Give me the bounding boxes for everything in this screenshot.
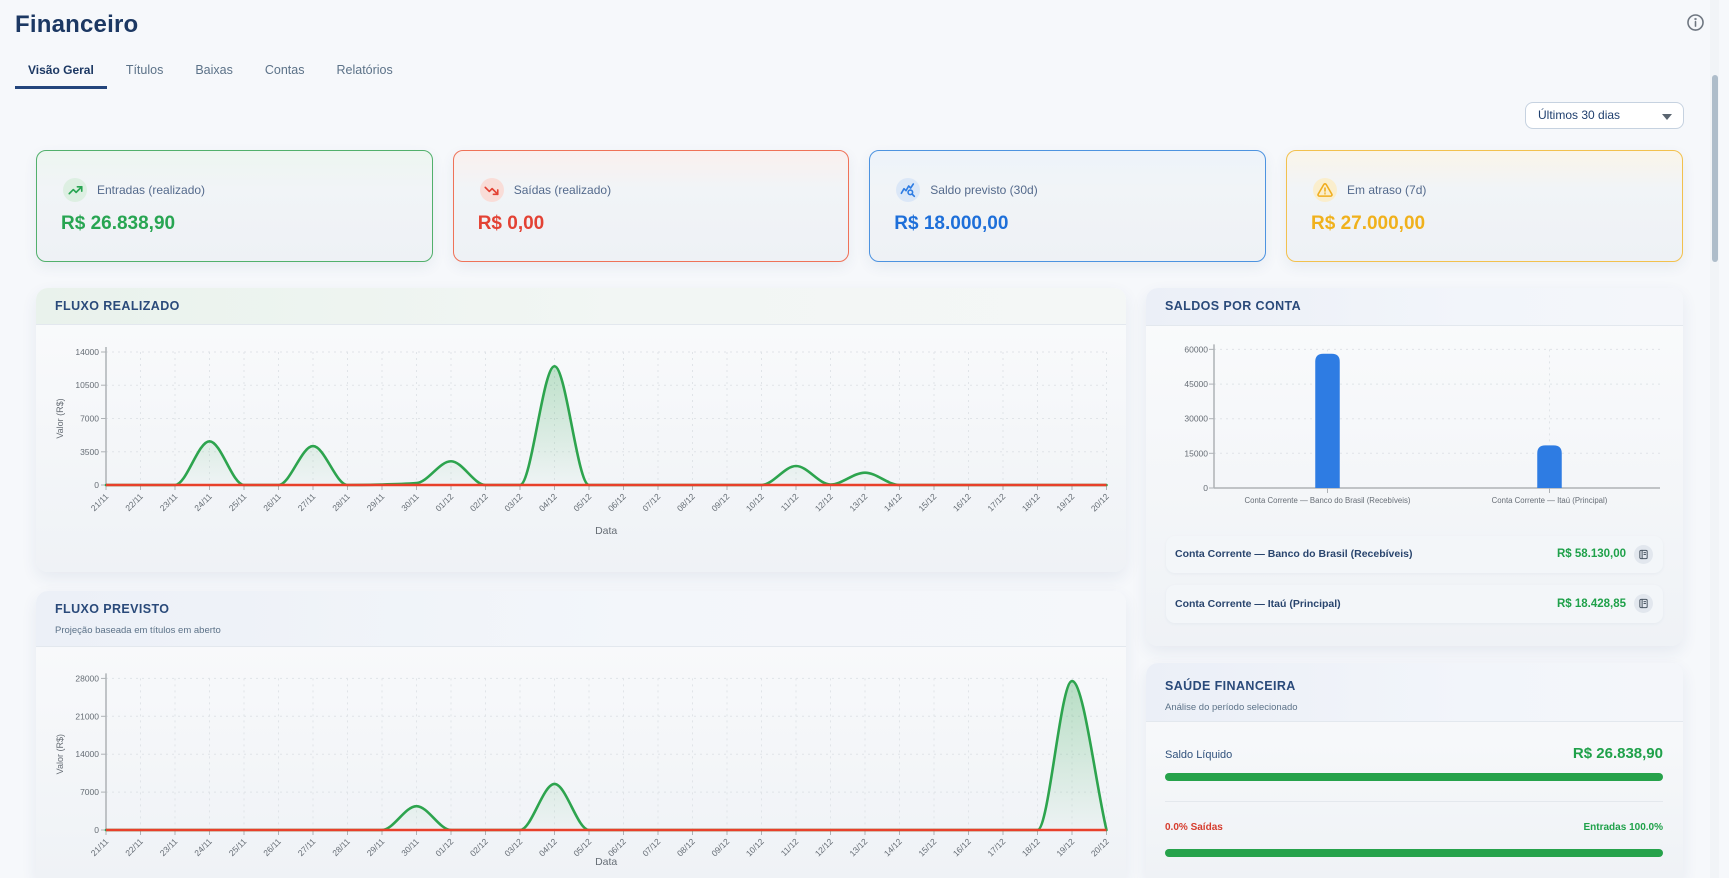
svg-text:07/12: 07/12 (640, 491, 662, 513)
svg-text:13/12: 13/12 (847, 491, 869, 513)
svg-text:30/11: 30/11 (399, 836, 421, 858)
svg-text:27/11: 27/11 (296, 836, 318, 858)
svg-text:27/11: 27/11 (296, 491, 318, 513)
svg-text:30/11: 30/11 (399, 491, 421, 513)
svg-text:01/12: 01/12 (433, 836, 455, 858)
svg-text:04/12: 04/12 (537, 491, 559, 513)
svg-text:06/12: 06/12 (606, 491, 628, 513)
svg-text:16/12: 16/12 (951, 491, 973, 513)
svg-text:02/12: 02/12 (468, 836, 490, 858)
svg-text:24/11: 24/11 (192, 836, 214, 858)
svg-text:20/12: 20/12 (1089, 836, 1111, 858)
svg-text:14000: 14000 (75, 749, 99, 759)
svg-text:Data: Data (595, 525, 617, 537)
svg-text:0: 0 (94, 480, 99, 490)
svg-text:28000: 28000 (75, 673, 99, 683)
svg-text:15/12: 15/12 (916, 836, 938, 858)
svg-text:18/12: 18/12 (1020, 836, 1042, 858)
svg-text:01/12: 01/12 (433, 491, 455, 513)
svg-text:29/11: 29/11 (365, 491, 387, 513)
svg-text:Conta Corrente — Itaú (Princip: Conta Corrente — Itaú (Principal) (1492, 496, 1608, 505)
svg-text:29/11: 29/11 (365, 836, 387, 858)
svg-text:23/11: 23/11 (158, 491, 180, 513)
svg-text:20/12: 20/12 (1089, 491, 1111, 513)
svg-text:07/12: 07/12 (640, 836, 662, 858)
svg-text:22/11: 22/11 (123, 836, 145, 858)
svg-text:09/12: 09/12 (709, 836, 731, 858)
svg-text:7000: 7000 (80, 787, 99, 797)
svg-text:17/12: 17/12 (985, 836, 1007, 858)
svg-text:21000: 21000 (75, 711, 99, 721)
svg-text:28/11: 28/11 (330, 836, 352, 858)
svg-text:3500: 3500 (80, 447, 99, 457)
svg-text:23/11: 23/11 (158, 836, 180, 858)
svg-text:0: 0 (94, 825, 99, 835)
svg-text:24/11: 24/11 (192, 491, 214, 513)
svg-text:60000: 60000 (1184, 344, 1208, 354)
svg-text:12/12: 12/12 (813, 491, 835, 513)
svg-text:Data: Data (595, 856, 617, 868)
svg-text:0: 0 (1203, 483, 1208, 493)
svg-text:30000: 30000 (1184, 414, 1208, 424)
svg-text:10/12: 10/12 (744, 836, 766, 858)
svg-text:7000: 7000 (80, 414, 99, 424)
svg-text:26/11: 26/11 (261, 836, 283, 858)
svg-text:25/11: 25/11 (227, 491, 249, 513)
svg-text:19/12: 19/12 (1054, 491, 1076, 513)
svg-text:02/12: 02/12 (468, 491, 490, 513)
svg-text:19/12: 19/12 (1054, 836, 1076, 858)
svg-text:21/11: 21/11 (89, 491, 111, 513)
svg-text:14/12: 14/12 (882, 491, 904, 513)
svg-text:03/12: 03/12 (502, 491, 524, 513)
svg-text:22/11: 22/11 (123, 491, 145, 513)
svg-text:Valor (R$): Valor (R$) (55, 398, 65, 438)
svg-text:09/12: 09/12 (709, 491, 731, 513)
svg-text:28/11: 28/11 (330, 491, 352, 513)
svg-text:10500: 10500 (75, 380, 99, 390)
svg-text:16/12: 16/12 (951, 836, 973, 858)
svg-text:04/12: 04/12 (537, 836, 559, 858)
svg-text:10/12: 10/12 (744, 491, 766, 513)
svg-text:Valor (R$): Valor (R$) (55, 734, 65, 774)
svg-text:03/12: 03/12 (502, 836, 524, 858)
svg-text:14/12: 14/12 (882, 836, 904, 858)
svg-text:08/12: 08/12 (675, 491, 697, 513)
svg-text:13/12: 13/12 (847, 836, 869, 858)
svg-text:11/12: 11/12 (779, 836, 801, 858)
svg-text:45000: 45000 (1184, 379, 1208, 389)
svg-text:12/12: 12/12 (813, 836, 835, 858)
svg-text:17/12: 17/12 (985, 491, 1007, 513)
svg-text:14000: 14000 (75, 347, 99, 357)
svg-text:Conta Corrente — Banco do Bras: Conta Corrente — Banco do Brasil (Recebí… (1245, 496, 1411, 505)
svg-text:15/12: 15/12 (916, 491, 938, 513)
svg-text:25/11: 25/11 (227, 836, 249, 858)
svg-text:08/12: 08/12 (675, 836, 697, 858)
svg-text:05/12: 05/12 (571, 491, 593, 513)
svg-text:26/11: 26/11 (261, 491, 283, 513)
svg-text:21/11: 21/11 (89, 836, 111, 858)
svg-text:15000: 15000 (1184, 448, 1208, 458)
svg-text:18/12: 18/12 (1020, 491, 1042, 513)
svg-text:11/12: 11/12 (779, 491, 801, 513)
svg-text:05/12: 05/12 (571, 836, 593, 858)
